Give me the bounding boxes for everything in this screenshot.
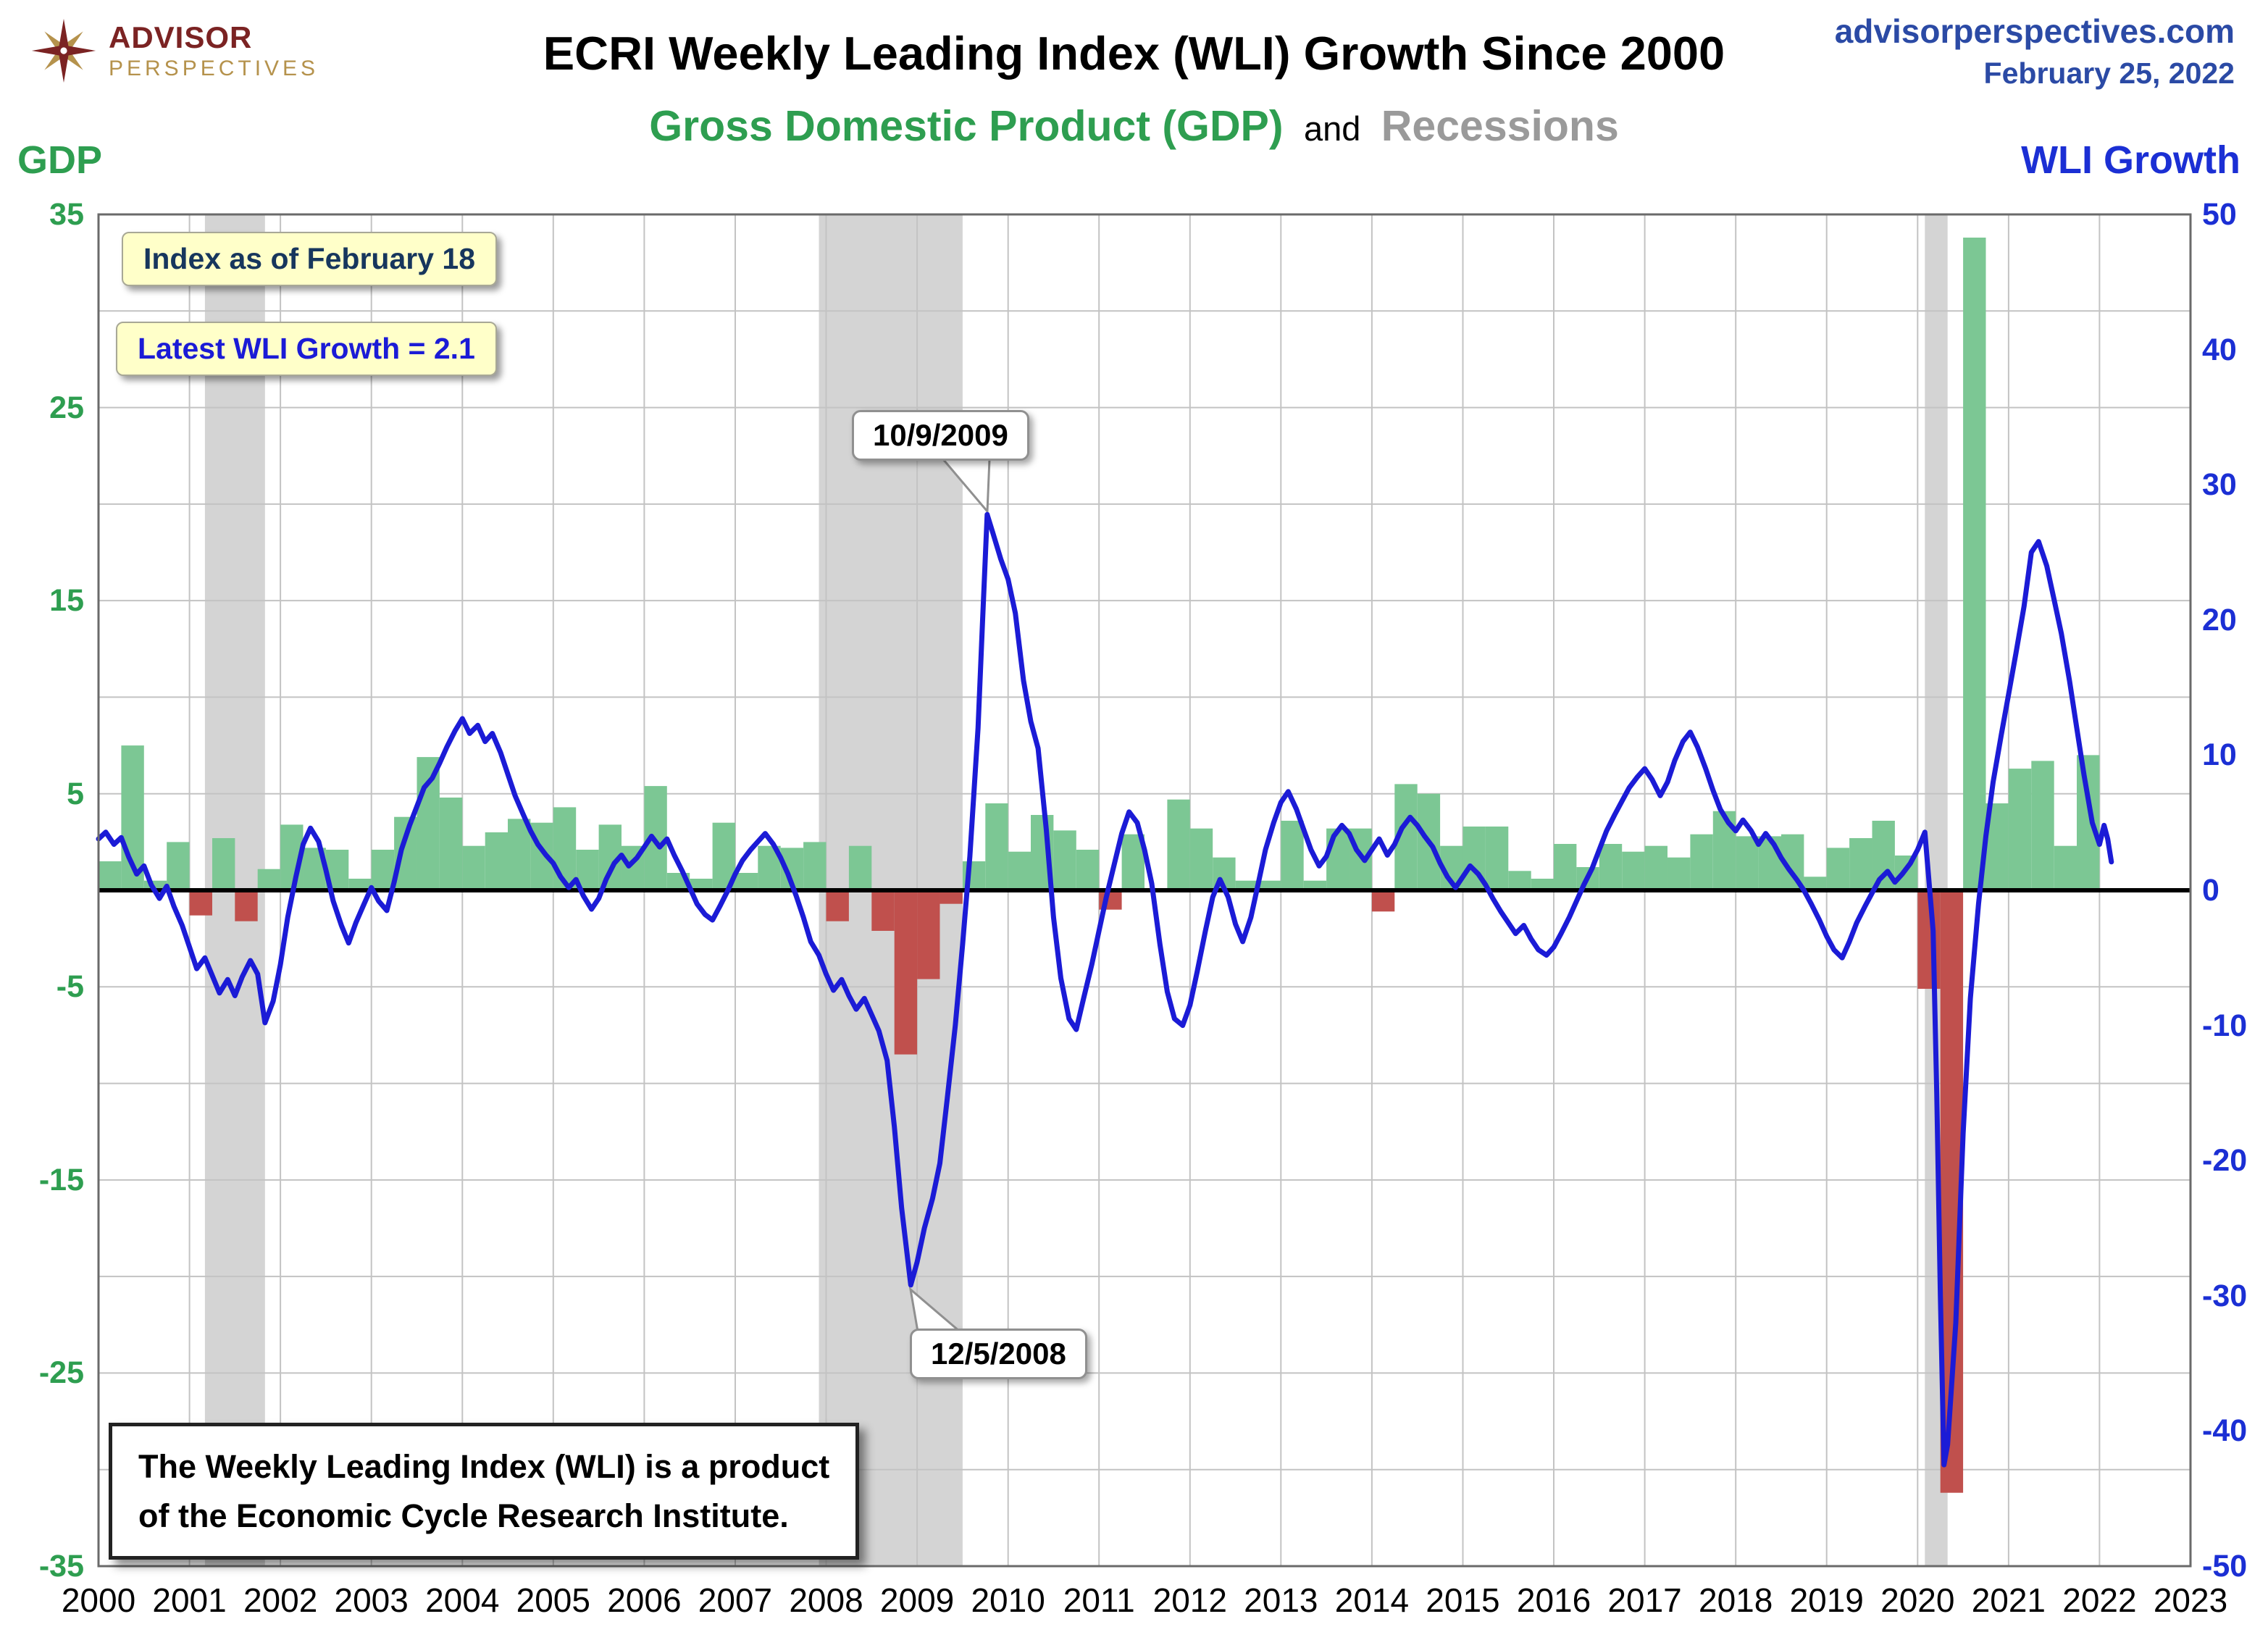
gdp-bar — [1371, 890, 1395, 912]
gdp-bar — [1008, 851, 1032, 890]
source-block: advisorperspectives.com February 25, 202… — [1835, 12, 2235, 91]
gdp-bar — [394, 816, 417, 890]
trough-date-callout: 12/5/2008 — [910, 1329, 1087, 1379]
gdp-bar — [508, 819, 531, 890]
logo-perspectives: PERSPECTIVES — [109, 56, 319, 80]
gdp-bar — [1849, 838, 1872, 890]
gdp-bar — [1622, 851, 1645, 890]
footnote-line-2: of the Economic Cycle Research Institute… — [138, 1497, 789, 1534]
gdp-bar — [1712, 811, 1736, 890]
gdp-bar — [940, 890, 963, 904]
gdp-bar — [1690, 834, 1713, 890]
gdp-bar — [1053, 830, 1076, 890]
gdp-bar — [1736, 836, 1759, 890]
gdp-bar — [826, 890, 849, 921]
subtitle-and: and — [1303, 109, 1361, 148]
gdp-bar — [1599, 844, 1623, 890]
gdp-bar — [1508, 871, 1531, 890]
gdp-bar — [735, 873, 758, 890]
gdp-bar — [1303, 880, 1327, 890]
subtitle-recessions: Recessions — [1381, 102, 1619, 150]
gdp-bar — [1804, 877, 1827, 890]
gdp-bar — [917, 890, 940, 979]
gdp-bar — [462, 845, 485, 890]
gdp-bar — [1235, 880, 1258, 890]
gdp-bar — [2054, 845, 2077, 890]
gdp-bar — [167, 842, 190, 890]
gdp-bar — [690, 879, 713, 890]
gdp-bar — [985, 803, 1008, 890]
gdp-bar — [1258, 880, 1281, 890]
gdp-bar — [871, 890, 895, 931]
page-subtitle: Gross Domestic Product (GDP) and Recessi… — [0, 101, 2268, 151]
gdp-bar — [1281, 821, 1304, 890]
gdp-bar — [99, 861, 122, 890]
gdp-bar — [553, 807, 577, 890]
left-axis-title: GDP — [17, 138, 103, 182]
gdp-bar — [189, 890, 212, 916]
wli-footnote: The Weekly Leading Index (WLI) is a prod… — [109, 1423, 860, 1560]
gdp-bar — [1531, 879, 1554, 890]
gdp-bar — [485, 832, 509, 890]
gdp-bar — [1826, 848, 1850, 890]
gdp-bar — [1963, 238, 1986, 890]
publish-date: February 25, 2022 — [1983, 57, 2235, 90]
page-title: ECRI Weekly Leading Index (WLI) Growth S… — [543, 27, 1725, 80]
wli-line — [96, 511, 2114, 1468]
site-url: advisorperspectives.com — [1834, 12, 2235, 50]
gdp-bar — [803, 842, 827, 890]
gdp-bar — [235, 890, 258, 921]
gdp-bar — [257, 869, 281, 890]
logo-advisor: ADVISOR — [109, 20, 253, 54]
footnote-line-1: The Weekly Leading Index (WLI) is a prod… — [138, 1448, 830, 1485]
gdp-bar — [348, 879, 372, 890]
gdp-bar — [2077, 755, 2100, 890]
gdp-bar — [2031, 761, 2054, 890]
gdp-bar — [1326, 828, 1349, 890]
subtitle-gdp: Gross Domestic Product (GDP) — [649, 102, 1284, 150]
latest-wli-note: Latest WLI Growth = 2.1 — [116, 322, 497, 376]
gdp-bar — [212, 838, 235, 890]
gdp-bar — [439, 798, 463, 890]
gdp-bar — [417, 757, 440, 890]
gdp-bar — [1189, 828, 1213, 890]
right-axis-title: WLI Growth — [2021, 138, 2240, 182]
gdp-bar — [1485, 827, 1509, 890]
logo-text: ADVISOR PERSPECTIVES — [109, 22, 319, 80]
gdp-bar — [894, 890, 918, 1055]
index-asof-note: Index as of February 18 — [122, 232, 498, 286]
gdp-bar — [371, 850, 395, 890]
peak-date-callout: 10/9/2009 — [852, 410, 1029, 461]
compass-rose-icon — [31, 18, 96, 83]
plot-border — [97, 213, 2192, 1568]
gdp-bar — [1644, 845, 1667, 890]
gdp-bar — [2008, 769, 2032, 890]
advisor-perspectives-logo: ADVISOR PERSPECTIVES — [30, 17, 319, 84]
gdp-bar — [1167, 799, 1190, 890]
gdp-bar — [1554, 844, 1577, 890]
gdp-bar — [1667, 857, 1691, 890]
gdp-bar — [1758, 836, 1781, 890]
gdp-bar — [1076, 850, 1100, 890]
gdp-bar — [848, 845, 872, 890]
